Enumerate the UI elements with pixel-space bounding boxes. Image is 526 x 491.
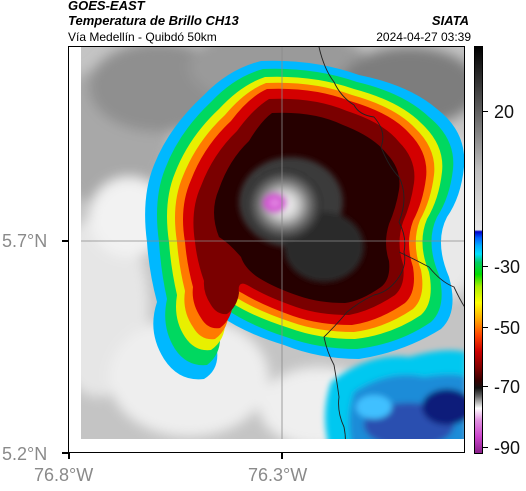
cbar-label-m50: -50 — [494, 318, 521, 338]
region-subtitle: Vía Medellín - Quibdó 50km — [68, 30, 217, 44]
cbar-tick-20 — [483, 111, 488, 112]
tick-lat-2 — [62, 452, 68, 454]
border-branch — [398, 251, 464, 307]
timestamp-label: 2024-04-27 03:39 — [376, 30, 471, 44]
tick-lat-1 — [62, 240, 68, 242]
product-title: Temperatura de Brillo CH13 — [68, 13, 239, 28]
colorbar — [474, 46, 483, 454]
southeast-cold-region — [325, 350, 464, 452]
lon-label-76-3: 76.3°W — [248, 465, 308, 485]
cbar-tick-m90 — [483, 447, 488, 448]
cbar-tick-m70 — [483, 386, 488, 387]
cold-core — [239, 157, 364, 282]
no-data-bottom — [69, 439, 464, 452]
cbar-label-m90: -90 — [494, 438, 521, 458]
lon-label-76-8: 76.8°W — [34, 465, 94, 485]
border-line — [318, 47, 406, 452]
cbar-label-20: 20 — [494, 102, 515, 122]
tick-lon-1 — [68, 453, 70, 459]
map-canvas — [69, 47, 464, 452]
cbar-label-m70: -70 — [494, 377, 521, 397]
satellite-source-title: GOES-EAST — [68, 0, 145, 13]
lat-label-5-7: 5.7°N — [2, 231, 48, 251]
brand-label: SIATA — [431, 13, 469, 28]
cbar-label-m30: -30 — [494, 257, 521, 277]
no-data-left — [69, 47, 81, 452]
satellite-map[interactable] — [68, 46, 465, 453]
cbar-tick-m50 — [483, 327, 488, 328]
cbar-tick-m30 — [483, 266, 488, 267]
tick-lon-2 — [281, 453, 283, 459]
lat-label-5-2: 5.2°N — [2, 444, 48, 464]
